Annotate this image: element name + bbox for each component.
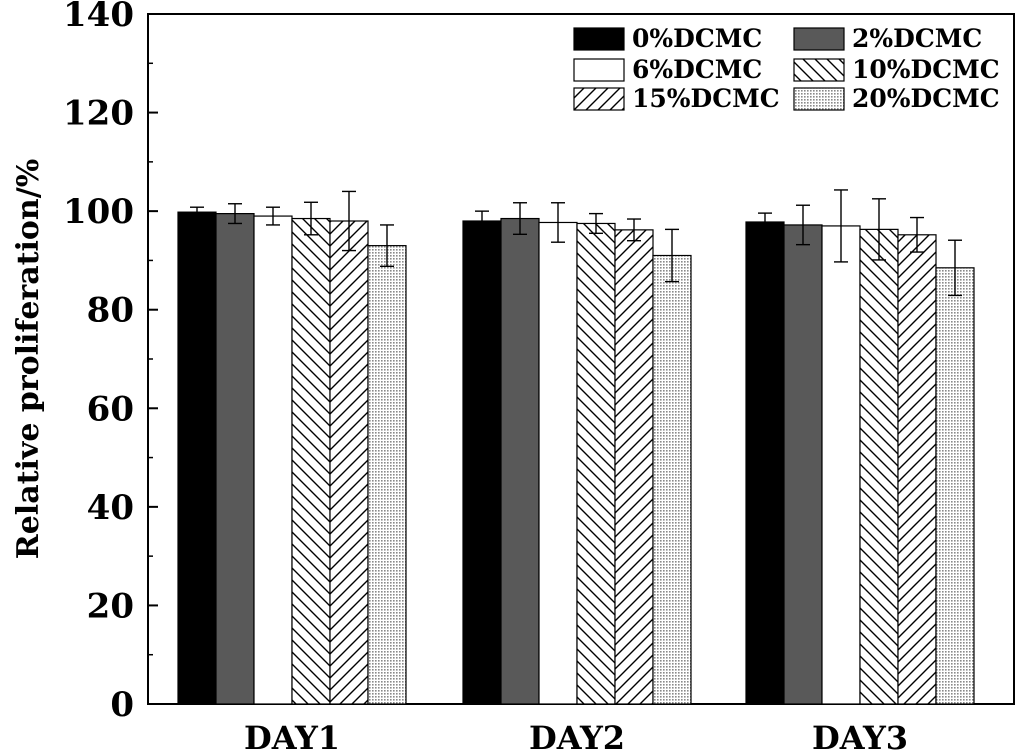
x-category-label: DAY3	[812, 719, 908, 756]
y-tick-label: 0	[110, 685, 134, 725]
y-tick-label: 80	[87, 291, 134, 331]
bar-day2-6pct-dcmc	[538, 221, 578, 705]
y-tick-label: 40	[87, 488, 134, 528]
x-category-label: DAY2	[529, 719, 625, 756]
legend-swatch	[573, 87, 625, 111]
x-category-label: DAY1	[244, 719, 340, 756]
legend-label: 2%DCMC	[852, 24, 982, 53]
bar-day2-10pct-dcmc	[576, 222, 616, 705]
bar-day3-15pct-dcmc	[897, 234, 937, 705]
bar-day2-15pct-dcmc	[614, 229, 654, 705]
legend-swatch	[793, 87, 845, 111]
y-tick-label: 120	[63, 94, 134, 134]
legend-label: 6%DCMC	[632, 55, 762, 84]
legend-label: 20%DCMC	[852, 84, 1000, 113]
bar-day3-2pct-dcmc	[783, 224, 823, 705]
y-tick-label: 60	[87, 389, 134, 429]
bar-day1-6pct-dcmc	[253, 215, 293, 705]
bar-day3-6pct-dcmc	[821, 225, 861, 705]
bar-day3-10pct-dcmc	[859, 228, 899, 705]
bar-day1-0pct-dcmc	[177, 211, 217, 705]
bar-day1-10pct-dcmc	[291, 217, 331, 705]
legend-label: 10%DCMC	[852, 55, 1000, 84]
legend-swatch	[793, 27, 845, 51]
y-tick-label: 20	[87, 586, 134, 626]
bar-day2-20pct-dcmc	[652, 254, 692, 705]
bar-day1-15pct-dcmc	[329, 220, 369, 705]
bar-day1-2pct-dcmc	[215, 213, 255, 705]
legend-swatch	[793, 58, 845, 82]
legend-swatch	[573, 58, 625, 82]
bar-day3-20pct-dcmc	[935, 267, 975, 705]
bar-day3-0pct-dcmc	[745, 221, 785, 705]
legend-label: 15%DCMC	[632, 84, 780, 113]
y-tick-label: 140	[63, 0, 134, 35]
legend-swatch	[573, 27, 625, 51]
legend-label: 0%DCMC	[632, 24, 762, 53]
bar-day2-2pct-dcmc	[500, 217, 540, 705]
y-tick-label: 100	[63, 192, 134, 232]
bar-day2-0pct-dcmc	[462, 220, 502, 705]
y-axis-title: Relative proliferation/%	[11, 159, 46, 559]
bar-day1-20pct-dcmc	[367, 245, 407, 705]
